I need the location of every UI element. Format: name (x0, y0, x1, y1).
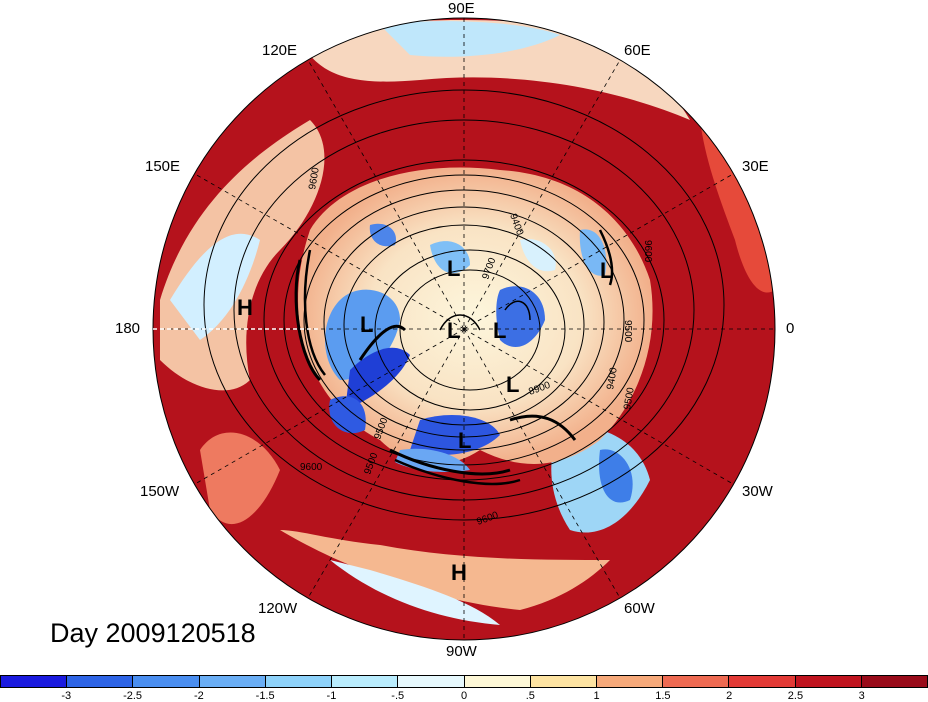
contour-label: 9600 (307, 166, 322, 190)
contour-label: 9500 (622, 320, 633, 343)
low-pressure-marker: L (493, 318, 506, 343)
lon-label-120e: 120E (262, 42, 298, 59)
colorbar-tick-label: -1.5 (255, 690, 275, 702)
colorbar-segment (133, 676, 200, 687)
lon-label-180: 180 (115, 320, 141, 337)
low-pressure-marker: L (447, 256, 460, 281)
colorbar-tick-label: 0 (460, 690, 468, 702)
contour-label: 9600 (642, 240, 653, 263)
lon-label-30e: 30E (742, 158, 769, 175)
colorbar-tick-label: .5 (525, 690, 535, 702)
lon-label-60w: 60W (624, 600, 655, 617)
colorbar-segment (67, 676, 134, 687)
colorbar-tick-label: -3 (61, 690, 72, 702)
pressure-systems: H H L L L L L L L (237, 256, 613, 585)
colorbar-segment (795, 676, 862, 687)
colorbar-tick-label: 1 (593, 690, 600, 702)
colorbar-segment (530, 676, 597, 687)
colorbar-segment (332, 676, 399, 687)
low-pressure-marker: L (360, 312, 373, 337)
date-title: Day 2009120518 (50, 618, 256, 648)
colorbar-segment (596, 676, 664, 687)
colorbar-tick-label: -2.5 (123, 690, 143, 702)
height-contours (203, 89, 725, 521)
colorbar-tick-label: 2 (726, 690, 733, 702)
contour-label: 9400 (605, 366, 620, 390)
lon-label-150w: 150W (140, 483, 180, 500)
colorbar-segment (729, 676, 796, 687)
colorbar-tick-label: -1 (326, 690, 337, 702)
contour-label: 9600 (300, 462, 323, 473)
anomaly-field (153, 18, 775, 640)
low-pressure-marker: L (600, 258, 613, 283)
lon-label-150e: 150E (145, 158, 181, 175)
lon-label-60e: 60E (624, 42, 651, 59)
colorbar-segment (464, 676, 531, 687)
lon-label-90e: 90E (448, 0, 475, 17)
lon-label-0: 0 (786, 320, 795, 337)
graticule (153, 18, 775, 640)
lon-label-90w: 90W (446, 643, 477, 660)
lon-label-30w: 30W (742, 483, 773, 500)
contour-label: 9500 (622, 386, 637, 410)
colorbar-tick-label: 1.5 (655, 690, 671, 702)
low-pressure-marker: L (506, 372, 519, 397)
colorbar-segment (861, 676, 928, 687)
high-pressure-marker: H (237, 295, 253, 320)
colorbar-tick-label: -2 (193, 690, 204, 702)
colorbar-segment (663, 676, 730, 687)
low-pressure-marker: L (447, 318, 460, 343)
colorbar-segment (1, 676, 68, 687)
lon-label-120w: 120W (258, 600, 298, 617)
low-pressure-marker: L (458, 428, 471, 453)
colorbar-strip (0, 675, 928, 688)
colorbar-tick-label: 2.5 (787, 690, 804, 702)
colorbar-segment (199, 676, 266, 687)
colorbar-segment (265, 676, 333, 687)
colorbar: -3 -2.5 -2 -1.5 -1 -.5 0 .5 1 1.5 2 2.5 3 (0, 675, 928, 702)
high-pressure-marker: H (451, 560, 467, 585)
colorbar-tick-label: -.5 (391, 690, 405, 702)
colorbar-segment (398, 676, 465, 687)
colorbar-tick-label: 3 (858, 690, 865, 702)
